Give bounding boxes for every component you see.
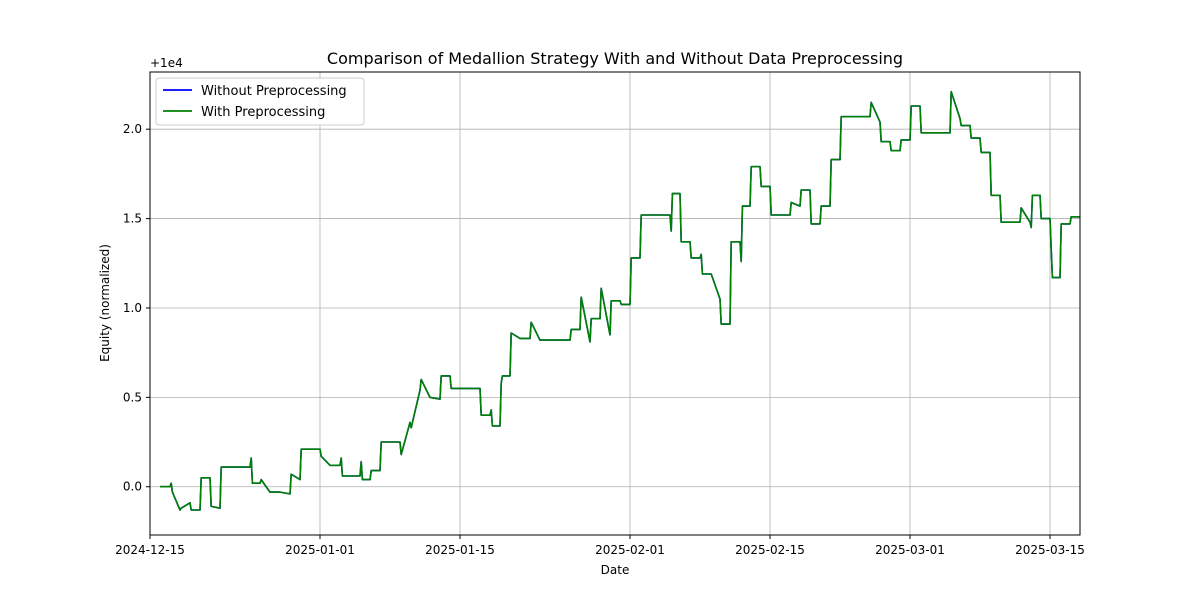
tick-layer: 2024-12-15 2025-01-01 2025-01-15 2025-02-01… [115, 122, 1085, 557]
x-tick-label: 2025-01-01 [285, 543, 355, 557]
series-layer [160, 90, 1080, 511]
y-tick-label: 0.5 [123, 390, 142, 404]
y-tick-label: 0.0 [123, 480, 142, 494]
x-tick-label: 2025-01-15 [425, 543, 495, 557]
y-offset-label: +1e4 [150, 56, 183, 70]
chart-title: Comparison of Medallion Strategy With an… [327, 49, 903, 68]
plot-frame [149, 71, 1081, 536]
legend-label-with-preprocessing: With Preprocessing [201, 105, 325, 120]
x-tick-label: 2025-02-15 [735, 543, 805, 557]
series-line-with-preprocessing [160, 90, 1080, 511]
legend-label-without-preprocessing: Without Preprocessing [201, 84, 347, 99]
legend: Without Preprocessing With Preprocessing [155, 77, 365, 126]
y-tick-label: 2.0 [123, 122, 142, 136]
x-tick-label: 2025-03-01 [875, 543, 945, 557]
x-tick-label: 2025-02-01 [595, 543, 665, 557]
legend-box [155, 77, 365, 126]
x-axis-label: Date [601, 563, 630, 577]
x-tick-label: 2024-12-15 [115, 543, 185, 557]
grid-layer [149, 72, 1080, 535]
y-tick-label: 1.0 [123, 301, 142, 315]
x-tick-label: 2025-03-15 [1015, 543, 1085, 557]
y-tick-label: 1.5 [123, 212, 142, 226]
y-axis-label: Equity (normalized) [98, 244, 112, 362]
